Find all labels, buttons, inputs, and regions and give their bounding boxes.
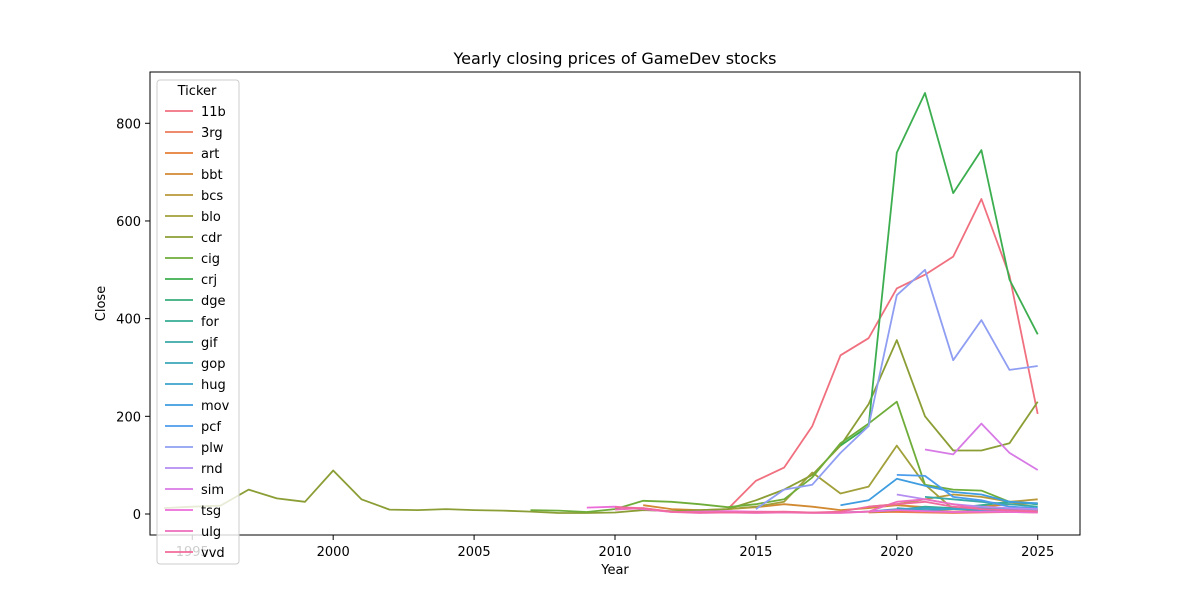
legend: Ticker 11b 3rg art bbt bcs blo cdr cig crj dge for…	[156, 79, 240, 565]
legend-label: pcf	[201, 420, 221, 435]
legend-label: ulg	[201, 525, 221, 540]
legend-item-dge: dge	[165, 294, 226, 309]
legend-label: crj	[201, 273, 217, 288]
legend-item-bcs: bcs	[165, 189, 223, 204]
legend-title: Ticker	[177, 84, 217, 99]
legend-item-cig: cig	[165, 252, 220, 267]
x-axis-label: Year	[600, 563, 629, 578]
legend-label: dge	[201, 294, 226, 309]
x-tick-label: 2015	[739, 545, 772, 560]
legend-item-tsg: tsg	[165, 504, 221, 519]
legend-item-for: for	[165, 315, 220, 330]
legend-label: mov	[201, 399, 230, 414]
legend-label: bcs	[201, 189, 223, 204]
legend-label: bbt	[201, 168, 223, 183]
legend-item-3rg: 3rg	[165, 126, 223, 141]
legend-label: for	[201, 315, 220, 330]
y-tick-label: 400	[116, 313, 141, 328]
x-tick-label: 2005	[458, 545, 491, 560]
legend-frame	[156, 79, 240, 565]
series-line-gif	[924, 496, 1038, 508]
legend-label: cdr	[201, 231, 222, 246]
legend-item-cdr: cdr	[165, 231, 222, 246]
legend-item-hug: hug	[165, 378, 226, 393]
legend-label: hug	[201, 378, 226, 393]
y-tick-label: 600	[116, 215, 141, 230]
legend-label: blo	[201, 210, 221, 225]
series-line-sim	[924, 422, 1039, 471]
y-axis-ticks: 0 200 400 600 800	[116, 117, 150, 523]
legend-item-gop: gop	[165, 357, 225, 372]
legend-label: gop	[201, 357, 225, 372]
legend-label: cig	[201, 252, 220, 267]
legend-label: 11b	[201, 105, 226, 120]
legend-item-bbt: bbt	[165, 168, 223, 183]
series-line-mov	[840, 477, 1038, 507]
legend-label: plw	[201, 441, 224, 456]
chart-title: Yearly closing prices of GameDev stocks	[453, 49, 777, 68]
legend-label: vvd	[201, 546, 225, 561]
legend-item-pcf: pcf	[165, 420, 221, 435]
series-line-11b	[727, 198, 1039, 510]
series-lines	[164, 92, 1039, 514]
legend-item-11b: 11b	[165, 105, 226, 120]
x-tick-label: 2025	[1021, 545, 1054, 560]
legend-label: gif	[201, 336, 218, 351]
legend-item-mov: mov	[165, 399, 230, 414]
x-tick-label: 2010	[598, 545, 631, 560]
legend-item-gif: gif	[165, 336, 218, 351]
y-tick-label: 800	[116, 117, 141, 132]
legend-item-plw: plw	[165, 441, 224, 456]
series-line-pcf	[896, 474, 1038, 509]
legend-label: art	[201, 147, 219, 162]
legend-label: rnd	[201, 462, 223, 477]
legend-item-art: art	[165, 147, 219, 162]
series-line-plw	[755, 268, 1038, 510]
legend-item-crj: crj	[165, 273, 217, 288]
legend-item-rnd: rnd	[165, 462, 223, 477]
y-tick-label: 0	[133, 508, 141, 523]
legend-item-blo: blo	[165, 210, 221, 225]
legend-item-ulg: ulg	[165, 525, 221, 540]
plot-frame	[149, 71, 1081, 536]
x-tick-label: 2020	[880, 545, 913, 560]
legend-label: sim	[201, 483, 224, 498]
legend-label: 3rg	[201, 126, 223, 141]
series-line-cdr	[164, 339, 1039, 514]
series-line-vvd	[614, 500, 1038, 514]
x-tick-label: 2000	[317, 545, 350, 560]
legend-item-sim: sim	[165, 483, 224, 498]
x-axis-ticks: 1995200020052010201520202025	[176, 535, 1054, 560]
y-tick-label: 200	[116, 410, 141, 425]
series-line-rnd	[896, 493, 1038, 510]
y-axis-label: Close	[94, 286, 109, 321]
legend-items: 11b 3rg art bbt bcs blo cdr cig crj dge for gif gop h…	[165, 105, 230, 561]
legend-item-vvd: vvd	[165, 546, 225, 561]
series-line-crj	[839, 92, 1039, 447]
legend-label: tsg	[201, 504, 221, 519]
